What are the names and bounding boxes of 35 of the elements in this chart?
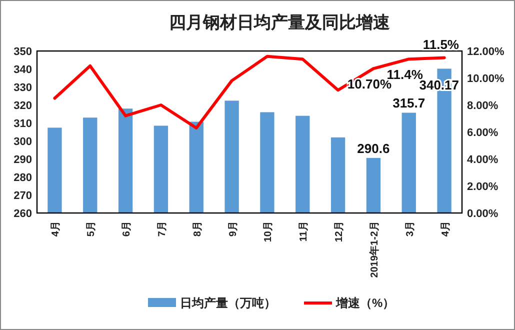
x-tick-label: 8月 <box>192 221 204 237</box>
y-tick-label: 340 <box>14 64 32 76</box>
x-tick-label: 4月 <box>440 221 452 237</box>
data-label: 11.5% <box>422 36 460 52</box>
y-tick-label: 300 <box>14 136 32 148</box>
x-tick-label: 12月 <box>334 221 346 242</box>
y-tick-label: 330 <box>14 82 32 94</box>
x-tick-label: 7月 <box>156 221 168 237</box>
y-tick-label: 350 <box>14 46 32 58</box>
legend-label: 增速（%） <box>335 296 395 310</box>
y-tick-label: 260 <box>14 208 32 220</box>
y2-tick-label: 12.00% <box>467 46 505 58</box>
y-tick-label: 280 <box>14 172 32 184</box>
y2-tick-label: 8.00% <box>467 100 498 112</box>
y2-tick-label: 6.00% <box>467 127 498 139</box>
x-tick-label: 2019年1-2月 <box>368 221 380 278</box>
y-tick-label: 290 <box>14 154 32 166</box>
y2-tick-label: 10.00% <box>467 73 505 85</box>
y-tick-label: 310 <box>14 118 32 130</box>
x-tick-label: 5月 <box>86 221 98 237</box>
chart-title: 四月钢材日均产量及同比增速 <box>169 13 390 32</box>
y-tick-label: 270 <box>14 190 32 202</box>
x-tick-label: 11月 <box>298 221 310 242</box>
x-tick-label: 4月 <box>50 221 62 237</box>
y-tick-label: 320 <box>14 100 32 112</box>
y2-tick-label: 4.00% <box>467 154 498 166</box>
x-tick-label: 6月 <box>122 221 133 237</box>
y2-tick-label: 2.00% <box>467 181 498 193</box>
data-label: 290.6 <box>357 140 390 156</box>
x-tick-label: 9月 <box>228 221 239 237</box>
y2-tick-label: 0.00% <box>467 208 498 220</box>
data-label: 315.7 <box>392 96 426 111</box>
legend-label: 日均产量（万吨） <box>180 296 276 310</box>
x-tick-label: 10月 <box>263 221 274 242</box>
x-tick-label: 3月 <box>404 221 416 237</box>
